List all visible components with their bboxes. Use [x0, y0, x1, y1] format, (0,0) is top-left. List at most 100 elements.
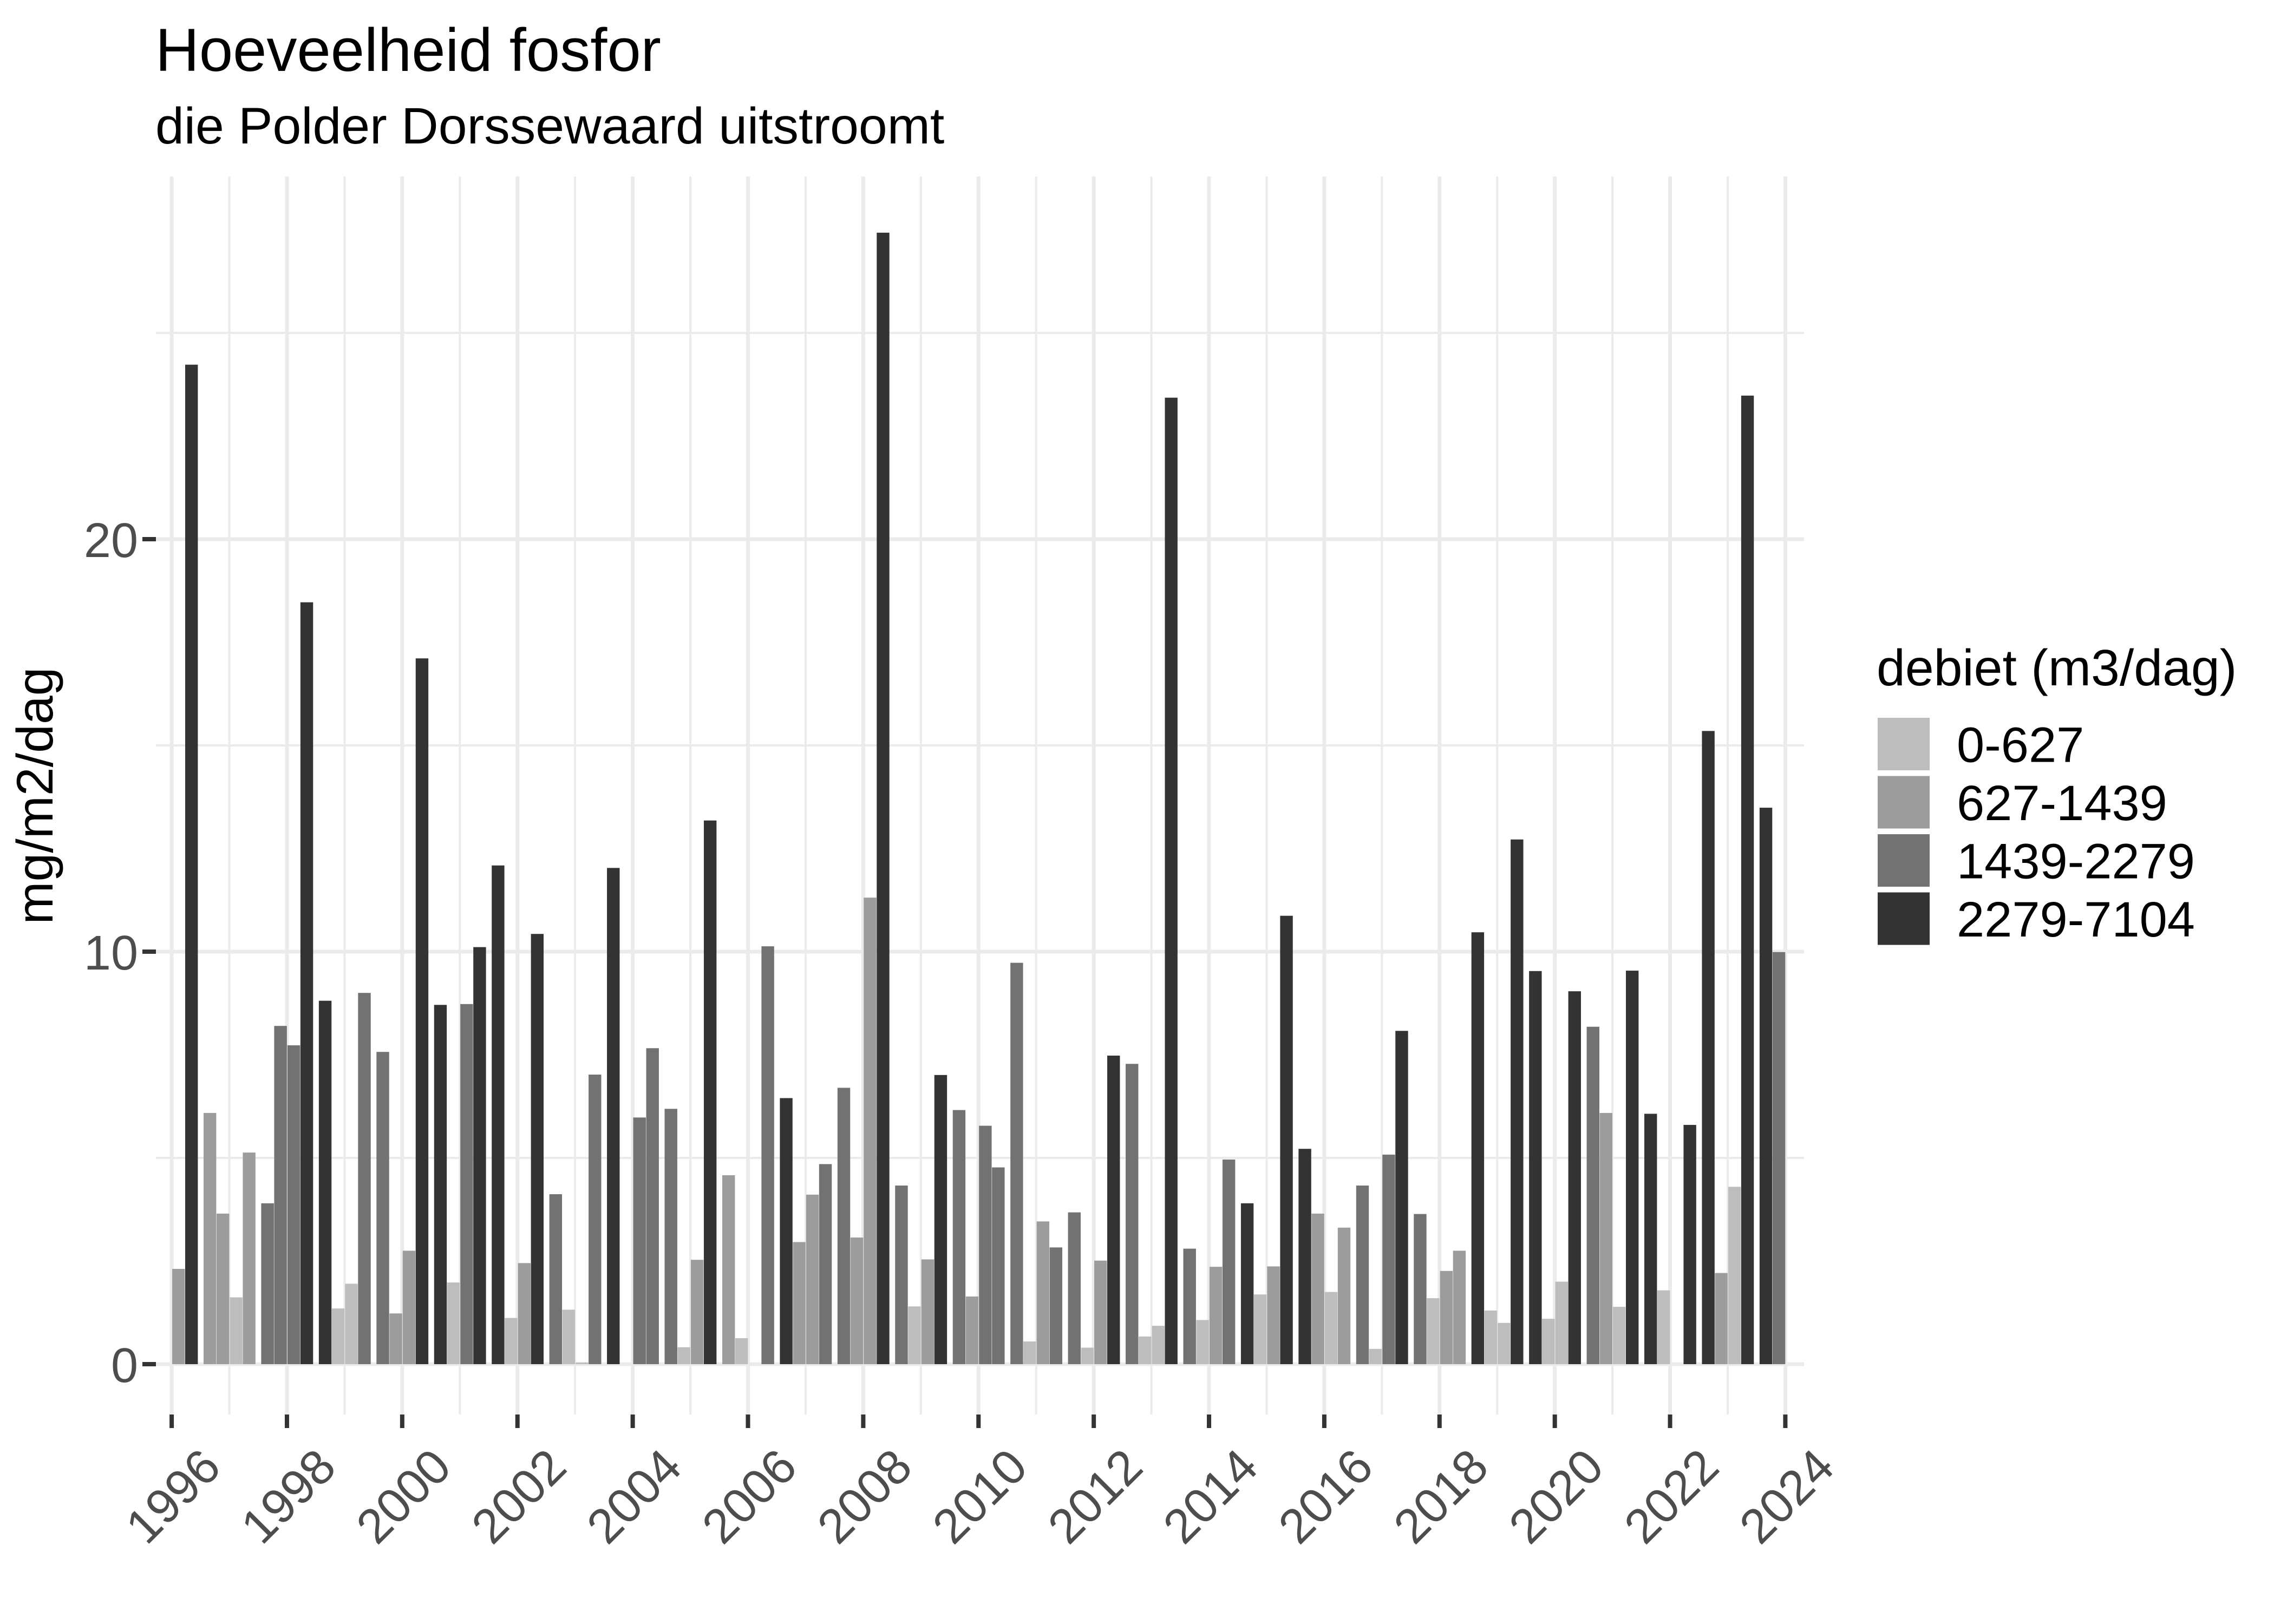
bar-2020-q3: [1586, 1026, 1599, 1364]
bar-2017-q2: [1395, 1031, 1408, 1364]
x-tick-2010: [976, 1415, 981, 1428]
gridline-minor-x-2023: [1726, 176, 1729, 1415]
gridline-major-x-2012: [1092, 176, 1096, 1415]
gridline-major-x-2006: [746, 176, 750, 1415]
bar-2009-q1: [921, 1259, 935, 1364]
gridline-major-x-2008: [861, 176, 865, 1415]
bar-2005-q4: [735, 1338, 748, 1364]
x-tick-2012: [1092, 1415, 1096, 1428]
gridline-minor-x-2019: [1496, 176, 1499, 1415]
bar-2000-q1: [402, 1250, 416, 1364]
bar-1996-q4: [217, 1213, 230, 1364]
legend: debiet (m3/dag) 0-627627-14391439-227922…: [1877, 639, 2237, 947]
bar-1997-q4: [274, 1026, 287, 1364]
bar-2014-q1: [1209, 1267, 1223, 1364]
bar-1998-q1: [287, 1045, 300, 1364]
bar-2003-q2: [589, 1075, 602, 1364]
x-tick-2002: [515, 1415, 520, 1428]
legend-swatch-4: [1878, 892, 1930, 945]
bar-2001-q2: [473, 947, 486, 1364]
bar-1996-q3: [204, 1112, 217, 1364]
bar-2021-q2: [1626, 971, 1639, 1364]
bar-1997-q1: [230, 1297, 243, 1364]
bar-2018-q4: [1484, 1310, 1498, 1364]
bar-2011-q4: [1081, 1347, 1094, 1364]
bar-2007-q2: [819, 1164, 832, 1364]
bar-1999-q1: [345, 1284, 358, 1364]
bar-2023-q1: [1728, 1187, 1741, 1364]
bar-2004-q2: [646, 1048, 659, 1364]
chart-title: Hoeveelheid fosfor: [155, 16, 661, 84]
gridline-major-x-1998: [285, 176, 289, 1415]
bar-2002-q2: [531, 934, 544, 1364]
bar-2010-q1: [979, 1125, 992, 1364]
bar-2019-q2: [1511, 839, 1524, 1364]
bar-2023-q3: [1759, 808, 1773, 1364]
bar-1999-q4: [389, 1313, 402, 1364]
y-tick-label-20: 20: [84, 514, 138, 568]
bar-2013-q1: [1152, 1326, 1165, 1364]
legend-swatch-3: [1878, 834, 1930, 887]
gridline-major-x-2010: [976, 176, 981, 1415]
bar-2004-q4: [677, 1347, 690, 1364]
bars-group: [172, 232, 1786, 1365]
gridline-major-x-2020: [1553, 176, 1557, 1415]
bar-2010-q4: [1023, 1341, 1036, 1364]
bar-1996-q2: [185, 364, 198, 1364]
gridline-minor-x-1997: [228, 176, 231, 1415]
bar-2006-q2: [761, 946, 774, 1364]
bar-2011-q1: [1036, 1221, 1049, 1364]
gridline-minor-x-2021: [1611, 176, 1614, 1415]
x-tick-2024: [1783, 1415, 1788, 1428]
bar-2006-q3: [780, 1098, 793, 1364]
x-tick-2000: [400, 1415, 404, 1428]
gridline-major-x-2018: [1437, 176, 1442, 1415]
bar-2014-q2: [1222, 1160, 1236, 1364]
bar-2005-q3: [722, 1175, 735, 1364]
bar-1998-q2: [300, 602, 313, 1364]
bar-2009-q4: [965, 1296, 979, 1364]
bar-1996-q1: [172, 1268, 185, 1364]
bar-2007-q3: [837, 1088, 851, 1364]
x-tick-1998: [284, 1415, 289, 1428]
legend-label-1: 0-627: [1957, 718, 2084, 773]
bar-2013-q4: [1196, 1320, 1209, 1364]
gridline-major-x-2002: [515, 176, 520, 1415]
y-tick-0: [142, 1362, 156, 1366]
bar-2013-q2: [1165, 397, 1178, 1364]
gridline-major-x-2004: [631, 176, 635, 1415]
legend-label-2: 627-1439: [1957, 776, 2167, 831]
bar-2016-q2: [1337, 1227, 1351, 1364]
chart-subtitle: die Polder Dorssewaard uitstroomt: [155, 97, 944, 155]
bar-2012-q1: [1094, 1260, 1107, 1364]
legend-label-3: 1439-2279: [1957, 834, 2195, 889]
bar-2016-q3: [1356, 1186, 1369, 1364]
x-tick-2004: [630, 1415, 635, 1428]
bar-1997-q2: [243, 1152, 256, 1364]
bar-2018-q2: [1453, 1250, 1466, 1364]
bar-2012-q2: [1107, 1056, 1120, 1364]
legend-swatch-1: [1878, 718, 1930, 770]
bar-2018-q3: [1471, 932, 1485, 1364]
gridline-minor-x-2001: [459, 176, 461, 1415]
gridline-minor-x-2011: [1035, 176, 1037, 1415]
x-tick-2018: [1437, 1415, 1442, 1428]
bar-2017-q1: [1382, 1154, 1395, 1364]
bar-2020-q4: [1599, 1112, 1612, 1364]
bar-2003-q1: [576, 1362, 589, 1364]
x-tick-2014: [1207, 1415, 1212, 1428]
bar-2015-q3: [1298, 1149, 1311, 1364]
gridline-major-x-2022: [1668, 176, 1672, 1415]
gridline-minor-x-2007: [804, 176, 807, 1415]
gridline-minor-x-2009: [919, 176, 922, 1415]
bar-1997-q3: [261, 1203, 274, 1364]
bar-2021-q3: [1644, 1114, 1657, 1364]
bar-2023-q2: [1741, 395, 1754, 1364]
bar-2002-q4: [562, 1309, 576, 1364]
bar-2000-q3: [434, 1005, 447, 1364]
bar-2004-q3: [664, 1109, 677, 1364]
bar-2019-q1: [1498, 1322, 1511, 1364]
